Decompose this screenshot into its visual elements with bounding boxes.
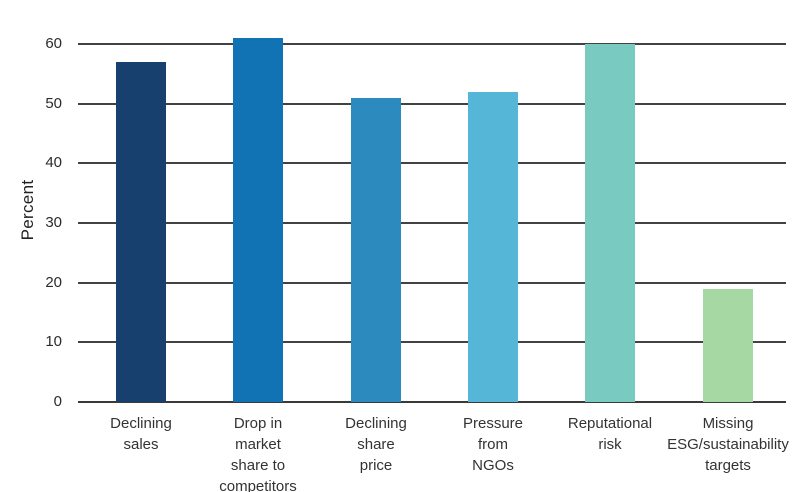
x-axis-label: Declining sales: [110, 415, 172, 453]
x-axis-label: Declining share price: [345, 415, 407, 474]
bar: [351, 98, 401, 402]
bar: [703, 289, 753, 402]
bar: [585, 44, 635, 402]
x-axis-line: [78, 401, 786, 403]
gridline: [78, 43, 786, 45]
y-tick-label: 30: [45, 214, 62, 231]
bar: [468, 92, 518, 402]
y-tick-label: 40: [45, 154, 62, 171]
x-axis-label: Pressure from NGOs: [462, 415, 524, 474]
y-tick-label: 60: [45, 35, 62, 52]
gridline: [78, 222, 786, 224]
x-axis-label: Missing ESG/sustainability targets: [667, 415, 789, 474]
bar: [233, 38, 283, 402]
bar: [116, 62, 166, 402]
y-tick-label: 0: [53, 393, 62, 410]
gridline: [78, 103, 786, 105]
x-axis-label: Reputational risk: [567, 415, 653, 453]
gridline: [78, 282, 786, 284]
y-tick-label: 20: [45, 274, 62, 291]
y-tick-label: 50: [45, 95, 62, 112]
x-axis-label: Drop in market share to competitors: [219, 415, 297, 492]
y-tick-label: 10: [45, 333, 62, 350]
gridline: [78, 341, 786, 343]
gridline: [78, 162, 786, 164]
